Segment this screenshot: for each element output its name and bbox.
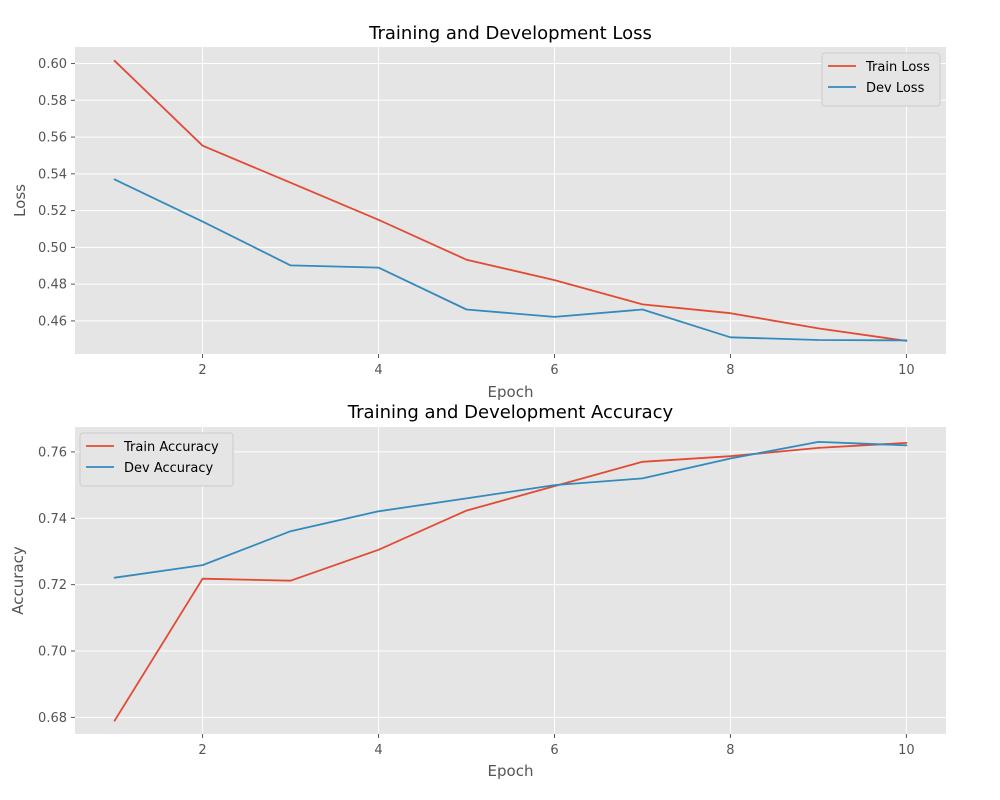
loss-legend-label-train-loss: Train Loss [865, 60, 930, 75]
accuracy-chart-title: Training and Development Accuracy [347, 402, 674, 423]
accuracy-x-axis-label: Epoch [488, 762, 534, 780]
accuracy-legend-label-train-accuracy: Train Accuracy [123, 440, 219, 455]
loss-y-tick-label: 0.54 [38, 167, 67, 182]
accuracy-legend-box [79, 432, 234, 487]
accuracy-series-train-accuracy-line [113, 441, 908, 722]
accuracy-y-tick-label: 0.68 [38, 711, 67, 726]
accuracy-y-axis-label: Accuracy [9, 546, 27, 615]
loss-plot-area [75, 47, 946, 354]
loss-x-axis-label: Epoch [488, 383, 534, 401]
accuracy-y-tick-label: 0.72 [38, 578, 67, 593]
loss-y-tick-label: 0.46 [38, 314, 67, 329]
accuracy-y-tick-label: 0.76 [38, 445, 67, 460]
loss-x-tick-label: 6 [550, 363, 558, 378]
accuracy-chart: 2 4 6 8 10 0.68 0.70 0.72 0.74 0.76 Training and … [9, 402, 946, 780]
accuracy-legend: Train Accuracy Dev Accuracy [79, 432, 234, 487]
accuracy-legend-label-dev-accuracy: Dev Accuracy [124, 461, 213, 476]
accuracy-x-tick-label: 4 [374, 743, 382, 758]
loss-y-tick-label: 0.58 [38, 94, 67, 109]
loss-chart: 2 4 6 8 10 0.46 0.48 0.50 0.52 0.54 0.56 0.58 0.60 T… [11, 23, 946, 401]
loss-series-train-loss-line [113, 59, 908, 342]
accuracy-x-tick-label: 10 [898, 743, 915, 758]
loss-y-tick-label: 0.50 [38, 241, 67, 256]
loss-series-dev-loss-line [113, 178, 908, 342]
loss-y-tick-label: 0.56 [38, 131, 67, 146]
accuracy-x-tick-label: 6 [550, 743, 558, 758]
loss-y-tick-label: 0.52 [38, 204, 67, 219]
accuracy-y-tick-label: 0.74 [38, 512, 67, 527]
accuracy-series-dev-accuracy-line [113, 440, 908, 579]
loss-legend-label-dev-loss: Dev Loss [866, 81, 925, 96]
loss-x-tick-label: 8 [726, 363, 734, 378]
accuracy-x-tick-label: 2 [198, 743, 206, 758]
loss-legend: Train Loss Dev Loss [821, 52, 941, 107]
loss-x-tick-label: 10 [898, 363, 915, 378]
accuracy-y-tick-label: 0.70 [38, 645, 67, 660]
loss-y-axis-label: Loss [11, 184, 29, 217]
loss-x-tick-label: 2 [198, 363, 206, 378]
loss-y-tick-label: 0.60 [38, 57, 67, 72]
loss-x-tick-label: 4 [374, 363, 382, 378]
accuracy-x-tick-label: 8 [726, 743, 734, 758]
loss-chart-title: Training and Development Loss [368, 23, 652, 44]
loss-y-tick-label: 0.48 [38, 278, 67, 293]
